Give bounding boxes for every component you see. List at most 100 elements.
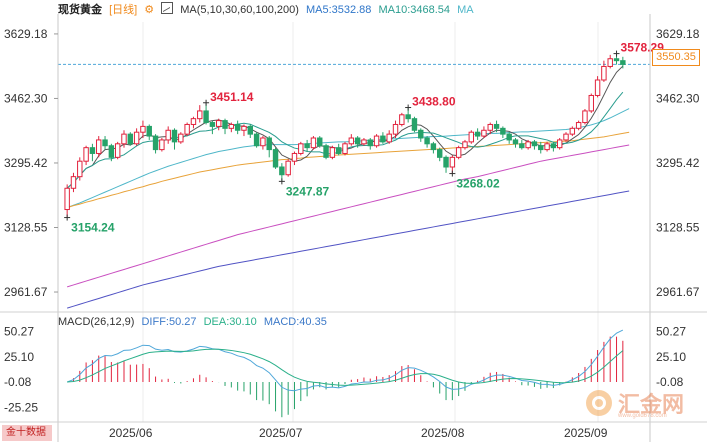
candle-body: [102, 139, 108, 147]
candle: [418, 128, 424, 142]
candle-body: [544, 143, 550, 151]
candle: [575, 120, 582, 131]
candle: [373, 134, 380, 148]
source-badge-label: 金十数据: [6, 427, 46, 438]
candle: [449, 155, 456, 174]
candle-body: [519, 143, 525, 149]
watermark-subtext: www.gold678.com: [618, 413, 667, 419]
y-tick-right: 3128.55: [656, 220, 700, 234]
candle-body: [361, 139, 367, 145]
candle-body: [140, 125, 146, 133]
x-tick-label: 2025/09: [564, 426, 608, 440]
candle: [594, 76, 601, 98]
candle-body: [317, 137, 323, 147]
candle: [171, 128, 178, 150]
candle: [462, 139, 468, 150]
candle: [411, 116, 418, 133]
y-tick-left: 3128.55: [4, 220, 48, 234]
candle: [620, 56, 626, 69]
source-badge[interactable]: 金十数据: [2, 425, 52, 441]
candle: [588, 93, 594, 113]
candle-body: [613, 58, 620, 62]
candle-body: [152, 135, 159, 151]
candle-body: [310, 137, 317, 149]
candle-body: [260, 137, 266, 147]
candle-body: [437, 149, 443, 158]
candle-body: [620, 60, 626, 65]
y-tick-right: 2961.67: [656, 285, 700, 299]
annotation-label: 3451.14: [210, 90, 254, 104]
candle: [500, 126, 506, 138]
candle-body: [178, 133, 184, 143]
candle-body: [108, 145, 115, 158]
candle: [348, 134, 355, 146]
ma-line-ma30: [66, 108, 630, 209]
candle: [197, 105, 203, 123]
macd-y-tick-left: 50.27: [4, 325, 34, 339]
candle: [184, 122, 190, 137]
candle-body: [487, 123, 493, 131]
current-price-label: 3550.35: [652, 49, 700, 66]
candle: [367, 138, 373, 150]
candle: [291, 151, 298, 166]
macd-dea-value: DEA:30.10: [203, 316, 257, 328]
candle: [215, 118, 222, 131]
candle-body: [133, 131, 140, 145]
candle: [203, 102, 209, 125]
annotation-label: 3438.80: [412, 95, 456, 109]
annotation-label: 3268.02: [456, 177, 500, 191]
candle: [386, 130, 392, 144]
candle: [83, 145, 89, 166]
candle-body: [190, 118, 197, 125]
ma-label: MA(5,10,30,60,100,200): [180, 4, 299, 16]
candle-body: [405, 114, 411, 120]
candle: [607, 54, 613, 69]
candle-body: [272, 149, 279, 168]
candle: [550, 141, 557, 152]
candle: [146, 124, 152, 140]
candle-body: [449, 156, 456, 168]
candle-body: [481, 129, 487, 137]
candle: [253, 132, 260, 148]
candle: [285, 159, 291, 177]
candle: [443, 155, 449, 173]
candle: [519, 139, 525, 150]
candle: [241, 124, 247, 137]
candle: [114, 141, 121, 160]
candle-body: [493, 123, 500, 129]
candle-body: [247, 125, 253, 135]
y-tick-right: 3462.30: [656, 91, 700, 105]
candle-body: [354, 137, 361, 145]
macd-header: MACD(26,12,9) DIFF:50.27 DEA:30.10 MACD:…: [58, 314, 331, 330]
candle-body: [64, 187, 70, 211]
watermark-text: 汇金网: [618, 392, 685, 417]
candle-body: [500, 127, 506, 135]
macd-y-tick-left: -0.08: [4, 375, 32, 389]
period-selector[interactable]: [日线]: [109, 4, 138, 16]
candle-body: [121, 133, 127, 145]
candle: [272, 147, 279, 169]
candle-body: [367, 139, 373, 147]
candle-body: [411, 118, 418, 131]
candle: [209, 120, 216, 135]
gear-icon[interactable]: ⚙: [144, 4, 155, 16]
candle: [102, 136, 108, 150]
ma-toggle-icon[interactable]: [161, 2, 174, 14]
candle-body: [285, 160, 291, 176]
candle: [335, 143, 342, 156]
candle: [544, 141, 550, 152]
candle: [234, 120, 241, 135]
candle: [304, 139, 310, 152]
ma5-value: MA5:3532.88: [305, 4, 372, 16]
candle-body: [443, 156, 449, 168]
candle: [165, 126, 171, 144]
candle: [152, 134, 159, 154]
ma-extra-label: MA: [457, 4, 474, 16]
ma10-value: MA10:3468.54: [378, 4, 451, 16]
candle-body: [114, 143, 121, 158]
candle: [108, 143, 115, 162]
macd-diff-value: DIFF:50.27: [141, 316, 197, 328]
candle: [70, 172, 77, 193]
candle: [279, 163, 285, 182]
